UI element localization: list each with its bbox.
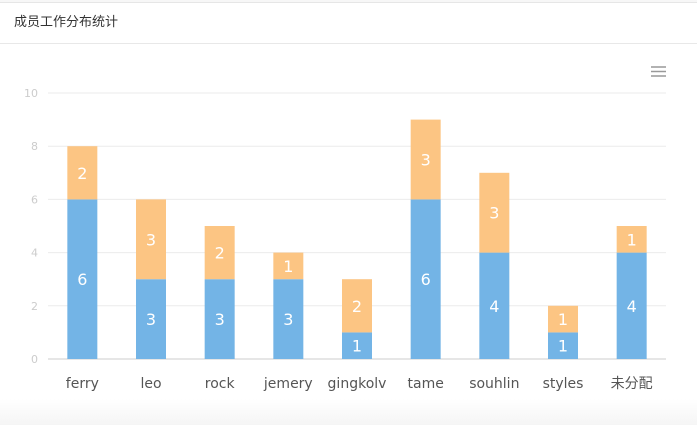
bar-data-label: 1: [627, 230, 637, 249]
bar-segment[interactable]: [67, 146, 98, 200]
bar-data-label: 3: [489, 204, 499, 223]
x-tick-label: gingkolv: [328, 376, 387, 392]
bar-data-label: 1: [558, 310, 568, 329]
bar-segment[interactable]: [273, 252, 304, 280]
bar-data-label: 2: [77, 164, 87, 183]
x-axis-ticks: ferry leo rock jemery gingkolv tame souhlin sty…: [66, 376, 653, 392]
bar-segment[interactable]: [273, 279, 304, 359]
bar-segment[interactable]: [410, 199, 441, 359]
bar-data-label: 1: [283, 257, 293, 276]
bar-segment[interactable]: [204, 279, 235, 359]
x-tick-label: tame: [408, 376, 444, 392]
bar-segment[interactable]: [136, 279, 166, 359]
x-tick-label: ferry: [66, 376, 99, 392]
bar-data-label: 4: [489, 297, 499, 316]
bar-data-label: 1: [352, 337, 362, 356]
y-tick-label: 6: [31, 193, 38, 206]
y-tick-label: 2: [31, 300, 38, 313]
bar-data-label: 1: [558, 337, 568, 356]
x-tick-label: rock: [205, 376, 236, 392]
x-tick-label: jemery: [263, 376, 313, 392]
bar-segment[interactable]: [342, 279, 372, 333]
x-tick-label: leo: [140, 376, 161, 392]
bar-data-label: 3: [215, 310, 225, 329]
bar-data-label: 3: [146, 230, 156, 249]
hamburger-menu-icon[interactable]: [650, 66, 666, 78]
y-tick-label: 0: [31, 353, 38, 366]
y-tick-label: 10: [24, 87, 38, 100]
bar-segment[interactable]: [204, 226, 235, 280]
bar-segment[interactable]: [136, 199, 166, 280]
bar-segment[interactable]: [616, 252, 647, 359]
bar-data-label: 4: [627, 297, 637, 316]
panel-title: 成员工作分布统计: [0, 3, 697, 44]
y-tick-label: 4: [31, 247, 38, 260]
x-tick-label: 未分配: [611, 376, 653, 392]
bar-segment[interactable]: [479, 252, 510, 359]
bar-data-label: 3: [146, 310, 156, 329]
bars: 6 2 3 3 3 2 3 1 1 2 6 3 4 3 1 1 4 1: [67, 119, 647, 359]
bar-data-label: 3: [421, 151, 431, 170]
bar-segment[interactable]: [548, 332, 578, 359]
bar-segment[interactable]: [342, 332, 372, 359]
bar-data-label: 2: [215, 244, 225, 263]
x-tick-label: souhlin: [469, 376, 519, 392]
y-tick-label: 8: [31, 140, 38, 153]
bar-segment[interactable]: [67, 199, 98, 359]
bar-segment[interactable]: [410, 119, 441, 200]
bar-segment[interactable]: [548, 305, 578, 333]
bar-segment[interactable]: [616, 226, 647, 253]
y-axis-ticks: 0 2 4 6 8 10: [24, 87, 38, 366]
panel-footer: [0, 399, 697, 425]
bar-data-label: 6: [421, 270, 431, 289]
bar-data-label: 3: [283, 310, 293, 329]
bar-data-label: 6: [77, 270, 87, 289]
x-tick-label: styles: [543, 376, 584, 392]
bar-data-label: 2: [352, 297, 362, 316]
bar-segment[interactable]: [479, 172, 510, 253]
